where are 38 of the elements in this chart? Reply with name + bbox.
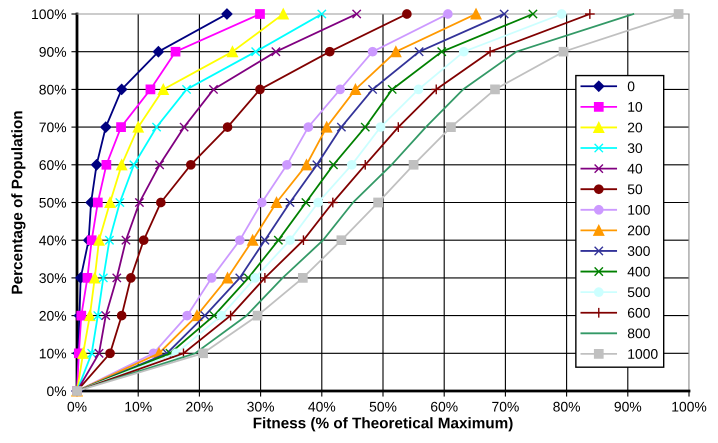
legend-label: 30 <box>628 143 642 154</box>
x-tick-label: 100% <box>672 402 706 412</box>
x-tick-label: 10% <box>125 402 152 412</box>
y-tick-label: 90% <box>39 47 66 57</box>
y-tick-label: 70% <box>40 122 66 132</box>
x-tick-label: 30% <box>247 402 274 412</box>
y-tick-label: 20% <box>39 310 66 321</box>
legend-label: 0 <box>628 81 634 92</box>
y-tick-label: 80% <box>39 84 66 95</box>
legend-label: 300 <box>628 246 650 256</box>
y-tick-label: 60% <box>39 160 66 170</box>
x-tick-label: 50% <box>370 402 396 412</box>
x-tick-label: 40% <box>308 402 336 412</box>
legend-label: 800 <box>628 328 650 338</box>
y-tick-label: 10% <box>40 348 66 358</box>
x-tick-label: 20% <box>186 402 213 412</box>
legend-label: 100 <box>628 204 650 215</box>
x-tick-label: 90% <box>614 402 642 412</box>
legend-label: 20 <box>628 122 642 132</box>
legend-label: 40 <box>628 164 642 174</box>
y-tick-label: 0% <box>47 386 66 396</box>
legend-label: 10 <box>628 102 642 112</box>
legend-label: 400 <box>628 266 650 277</box>
legend-label: 1000 <box>628 349 658 359</box>
y-tick-label: 50% <box>39 198 66 208</box>
legend-label: 200 <box>628 226 650 236</box>
legend-label: 50 <box>628 184 642 194</box>
x-tick-label: 80% <box>553 402 580 412</box>
y-axis-title: Percentage of Population <box>11 111 26 294</box>
legend-label: 500 <box>628 287 650 298</box>
y-tick-label: 40% <box>39 236 66 246</box>
x-axis-title: Fitness (% of Theoretical Maximum) <box>254 417 513 432</box>
legend-label: 600 <box>628 308 650 318</box>
y-tick-label: 30% <box>39 273 66 284</box>
y-tick-label: 100% <box>32 9 66 20</box>
x-tick-label: 60% <box>431 402 458 412</box>
x-tick-label: 70% <box>492 402 519 412</box>
x-tick-label: 0% <box>68 402 87 412</box>
